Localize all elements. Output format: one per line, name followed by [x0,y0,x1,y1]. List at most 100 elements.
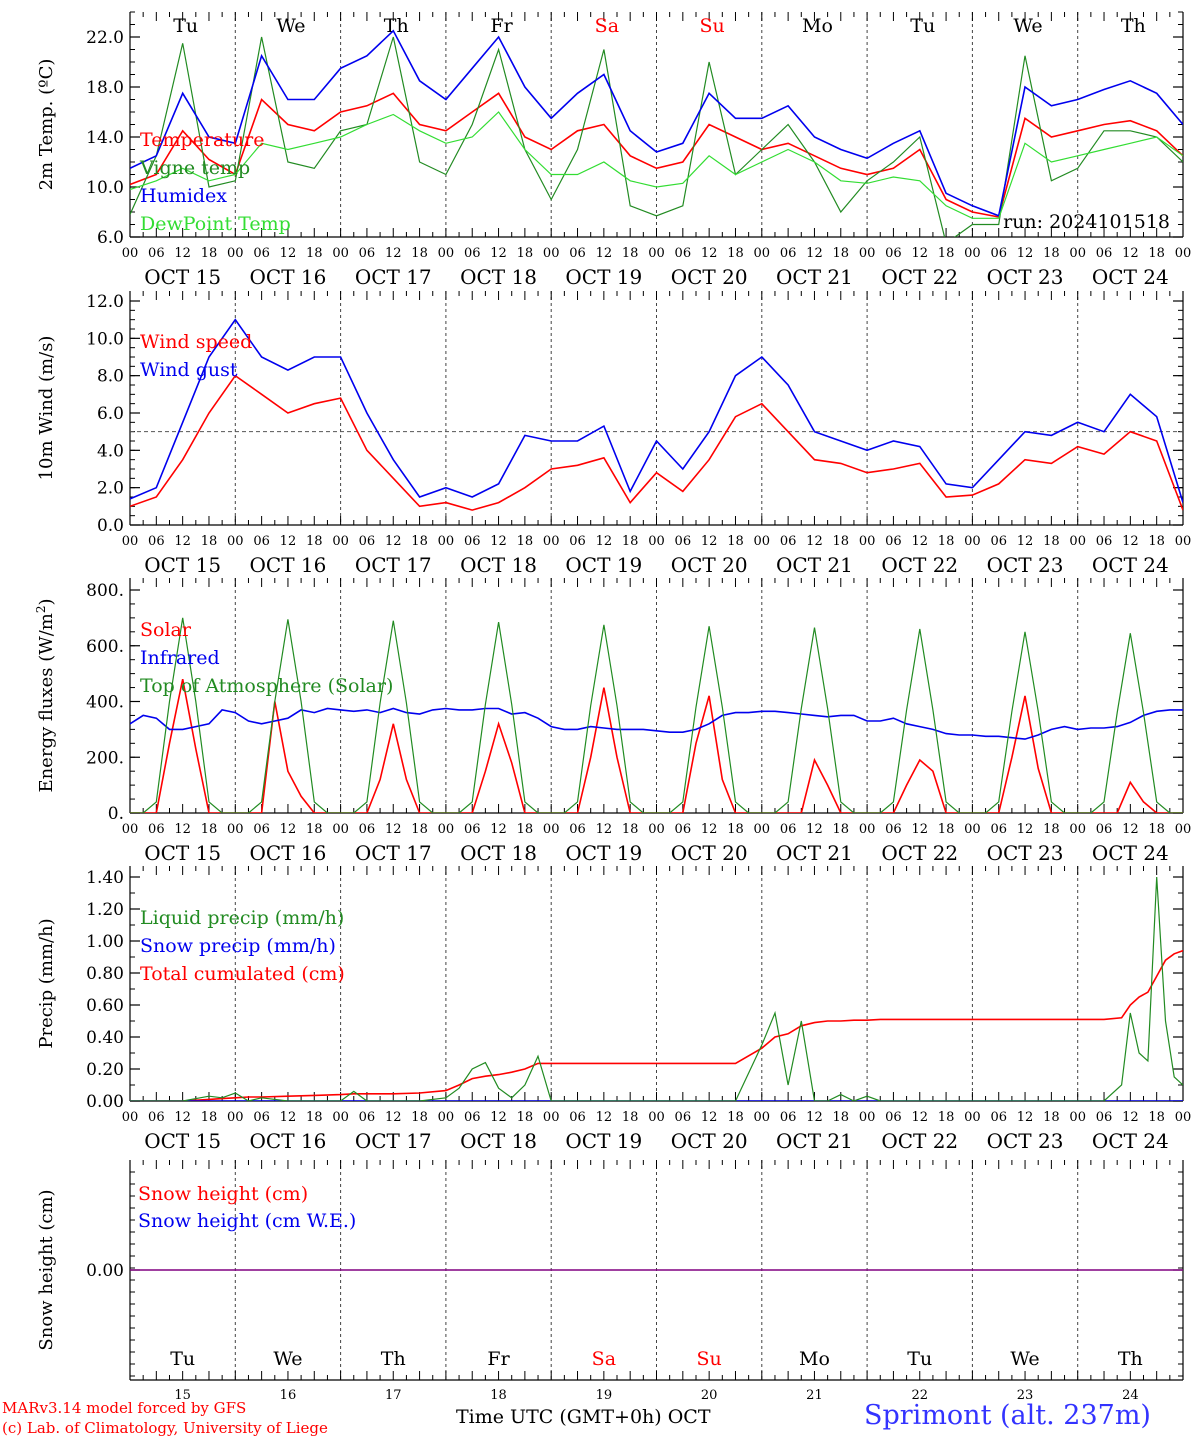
hour-tick-label: 06 [569,822,586,837]
y-tick-label: 0. [108,804,124,824]
hour-tick-label: 06 [1096,534,1113,549]
weekday-label: Tu [173,15,198,37]
hour-tick-label: 12 [490,246,507,261]
hour-tick-label: 00 [1069,822,1086,837]
y-axis-label: Energy fluxes (W/m2) [34,598,57,792]
weekday-label: We [1013,15,1042,37]
hour-tick-label: 00 [227,246,244,261]
y-axis-label-end: ) [36,598,57,605]
hour-tick-label: 00 [964,246,981,261]
weekday-label: We [276,15,305,37]
day-number-label: 15 [174,1388,191,1403]
legend-entry: Temperature [140,129,264,151]
y-tick-label: 6.0 [97,228,124,248]
series-line-dewpoint-temp [130,111,1183,219]
hour-tick-label: 12 [1122,1110,1139,1125]
hour-tick-label: 00 [859,534,876,549]
hour-tick-label: 06 [675,822,692,837]
legend-entry: Snow height (cm W.E.) [138,1210,356,1232]
weekday-label: Su [697,1348,722,1370]
y-tick-label: 0.00 [86,1261,124,1281]
hour-tick-label: 12 [701,534,718,549]
hour-tick-label: 18 [1043,822,1060,837]
hour-tick-label: 18 [306,1110,323,1125]
hour-tick-label: 00 [1175,534,1192,549]
day-number-label: 19 [596,1388,613,1403]
weekday-label: Mo [799,1348,830,1370]
hour-tick-label: 06 [148,822,165,837]
hour-tick-label: 18 [938,1110,955,1125]
date-label: OCT 20 [671,265,748,289]
hour-tick-label: 06 [359,1110,376,1125]
hour-tick-label: 00 [648,822,665,837]
day-number-label: 24 [1122,1388,1139,1403]
hour-tick-label: 00 [859,822,876,837]
hour-tick-label: 00 [1069,534,1086,549]
hour-tick-label: 18 [833,1110,850,1125]
legend-entry: Total cumulated (cm) [140,963,345,985]
hour-tick-label: 18 [1043,1110,1060,1125]
date-label: OCT 23 [987,841,1064,865]
hour-tick-label: 00 [964,534,981,549]
y-tick-label: 4.0 [97,441,124,461]
hour-tick-label: 00 [332,246,349,261]
date-label: OCT 18 [460,553,537,577]
hour-tick-label: 12 [1017,822,1034,837]
hour-tick-label: 00 [332,534,349,549]
hour-tick-label: 00 [859,1110,876,1125]
hour-tick-label: 06 [253,534,270,549]
day-number-label: 23 [1017,1388,1034,1403]
hour-tick-label: 06 [885,822,902,837]
hour-tick-label: 06 [148,246,165,261]
date-label: OCT 17 [355,265,432,289]
hour-tick-label: 12 [385,1110,402,1125]
hour-tick-label: 18 [201,1110,218,1125]
hour-tick-label: 06 [780,822,797,837]
y-axis-label: Snow height (cm) [36,1189,57,1350]
y-tick-label: 6.0 [97,404,124,424]
weekday-label: Mo [802,15,833,37]
date-label: OCT 16 [250,1129,327,1153]
chart-panel-wind: 0.0 2.0 4.0 6.0 8.0 10.0 12.0 10m Wind (m/s) 00 0… [36,291,1191,577]
hour-tick-label: 00 [754,1110,771,1125]
hour-tick-label: 12 [280,822,297,837]
y-tick-label: 14.0 [86,128,124,148]
hour-tick-label: 06 [990,1110,1007,1125]
y-tick-label: 0.40 [86,1028,124,1048]
x-axis-title: Time UTC (GMT+0h) OCT [456,1406,711,1428]
series-line-wind-gust [130,318,1183,503]
hour-tick-label: 18 [833,246,850,261]
legend-entry: Solar [140,619,192,641]
hour-tick-label: 12 [490,822,507,837]
date-label: OCT 17 [355,553,432,577]
hour-tick-label: 18 [306,246,323,261]
hour-tick-label: 12 [385,246,402,261]
hour-tick-label: 06 [1096,246,1113,261]
hour-tick-label: 12 [806,822,823,837]
hour-tick-label: 18 [201,534,218,549]
hour-tick-label: 18 [201,822,218,837]
hour-tick-label: 18 [1043,246,1060,261]
hour-tick-label: 18 [306,822,323,837]
date-label: OCT 17 [355,841,432,865]
date-label: OCT 18 [460,265,537,289]
hour-tick-label: 18 [938,822,955,837]
weekday-label: We [1010,1348,1039,1370]
date-label: OCT 19 [565,1129,642,1153]
hour-tick-label: 06 [1096,822,1113,837]
hour-tick-label: 00 [754,534,771,549]
hour-tick-label: 12 [701,246,718,261]
hour-tick-label: 12 [911,534,928,549]
hour-tick-label: 00 [543,1110,560,1125]
y-axis-label: Precip (mm/h) [36,918,57,1048]
series-line-wind-speed [130,374,1183,511]
hour-tick-label: 12 [1017,534,1034,549]
series-line-temperature [130,92,1183,218]
date-label: OCT 18 [460,841,537,865]
hour-tick-label: 18 [1148,246,1165,261]
hour-tick-label: 00 [122,1110,139,1125]
hour-tick-label: 06 [780,1110,797,1125]
lab-credit: (c) Lab. of Climatology, University of L… [2,1419,328,1437]
y-tick-label: 800. [86,581,124,601]
date-label: OCT 24 [1092,841,1169,865]
